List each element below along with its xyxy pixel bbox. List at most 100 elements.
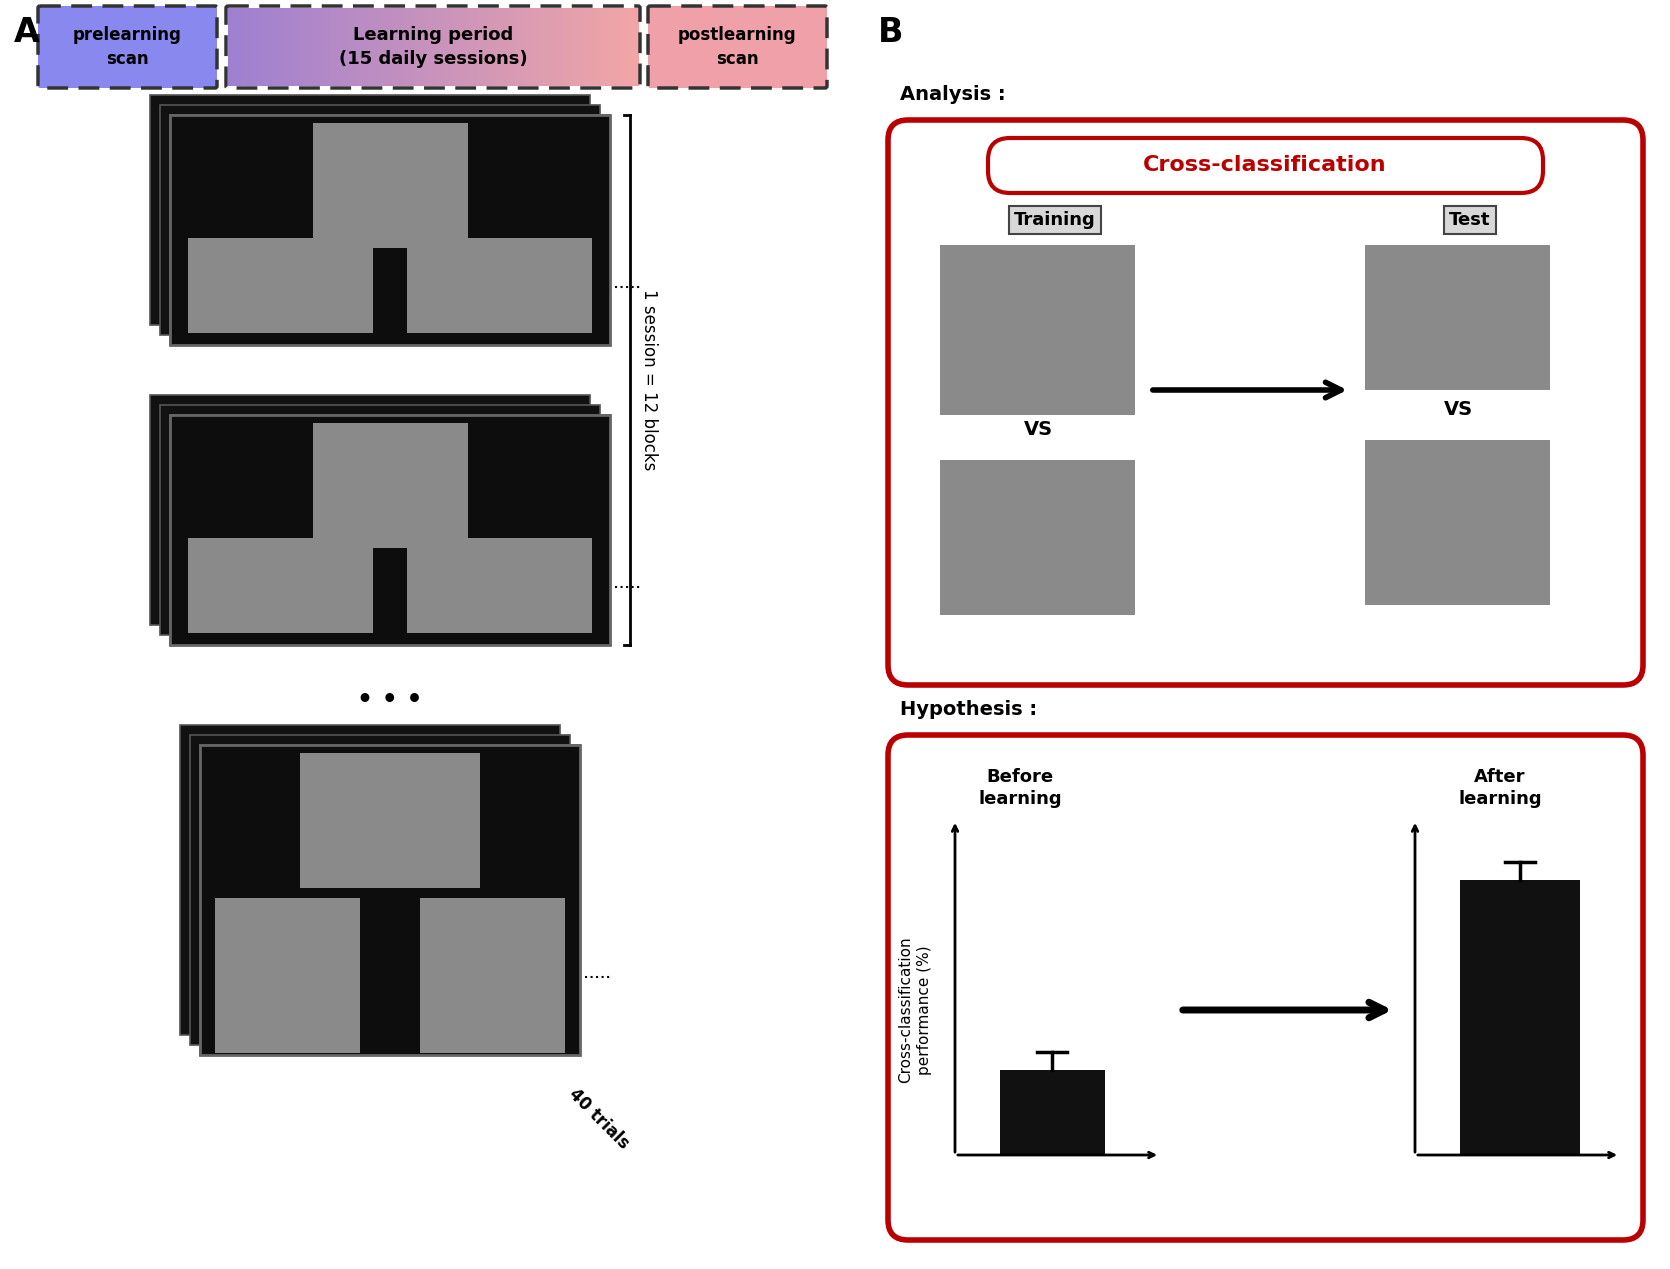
Text: VS: VS [1024,420,1052,439]
Text: prelearning
scan: prelearning scan [72,27,182,67]
Bar [529,8,533,86]
Bar [443,8,448,86]
Bar [282,8,287,86]
Bar [367,8,372,86]
Bar [549,8,553,86]
Bar [407,538,591,633]
Bar [229,8,232,86]
Bar [526,8,529,86]
Bar [299,8,304,86]
Bar [276,8,281,86]
Bar [518,8,523,86]
Bar [569,8,574,86]
Bar [590,8,595,86]
Bar [317,8,321,86]
Bar [286,8,291,86]
Bar [611,8,615,86]
Bar [245,8,249,86]
Bar [471,8,474,86]
Bar [327,8,332,86]
Bar [439,8,444,86]
Bar [458,8,461,86]
Bar [379,8,382,86]
Bar [289,8,294,86]
Bar [536,8,539,86]
Bar [170,415,610,645]
FancyBboxPatch shape [38,6,217,88]
Bar [508,8,513,86]
Bar [1000,1070,1106,1155]
Bar [312,423,468,548]
Bar [521,8,526,86]
Bar [474,8,478,86]
Bar [150,95,590,325]
Bar [200,745,579,1055]
Text: Cross-classification
performance (%): Cross-classification performance (%) [898,937,932,1084]
Bar [301,753,479,888]
Bar [364,8,369,86]
Bar [407,239,591,332]
Bar [402,8,407,86]
Text: 40 trials: 40 trials [564,1085,633,1152]
Bar [357,8,362,86]
Bar [583,8,588,86]
Bar [189,239,372,332]
Bar [160,105,600,335]
Bar [511,8,516,86]
Bar [180,725,559,1036]
Bar [573,8,578,86]
Bar [337,8,342,86]
Bar [576,8,581,86]
Bar [412,8,418,86]
Bar [215,898,361,1053]
Bar [468,8,471,86]
Bar [269,8,274,86]
FancyBboxPatch shape [888,121,1643,685]
Bar [615,8,618,86]
Bar [416,8,421,86]
Bar [341,8,346,86]
Text: B: B [878,16,903,49]
Bar [312,123,468,247]
Bar [386,8,389,86]
Bar [631,8,636,86]
Bar [464,8,468,86]
Bar [635,8,640,86]
Bar [481,8,486,86]
Bar [249,8,252,86]
Bar [491,8,496,86]
FancyBboxPatch shape [989,138,1543,193]
Bar [170,115,610,345]
Text: A: A [13,16,40,49]
Bar [361,8,366,86]
Bar [625,8,628,86]
Text: • • •: • • • [357,688,423,712]
Bar [419,8,424,86]
Bar [304,8,307,86]
Bar [940,459,1136,615]
Bar [628,8,633,86]
FancyBboxPatch shape [648,6,827,88]
FancyBboxPatch shape [888,735,1643,1240]
Text: postlearning
scan: postlearning scan [678,27,797,67]
Bar [307,8,311,86]
Bar [488,8,493,86]
Text: VS: VS [1443,400,1473,419]
Text: Training: Training [1014,211,1096,228]
Text: Cross-classification: Cross-classification [1144,155,1386,175]
Bar [266,8,271,86]
Bar [279,8,284,86]
Bar [501,8,506,86]
Text: Before
learning: Before learning [979,768,1062,808]
Bar [596,8,601,86]
Text: After
learning: After learning [1458,768,1541,808]
Bar [351,8,356,86]
Text: Hypothesis :: Hypothesis : [900,700,1037,720]
Bar [232,8,235,86]
Bar [559,8,564,86]
Bar [605,8,608,86]
Bar [150,395,590,626]
Bar [382,8,386,86]
Bar [553,8,558,86]
Bar [498,8,503,86]
